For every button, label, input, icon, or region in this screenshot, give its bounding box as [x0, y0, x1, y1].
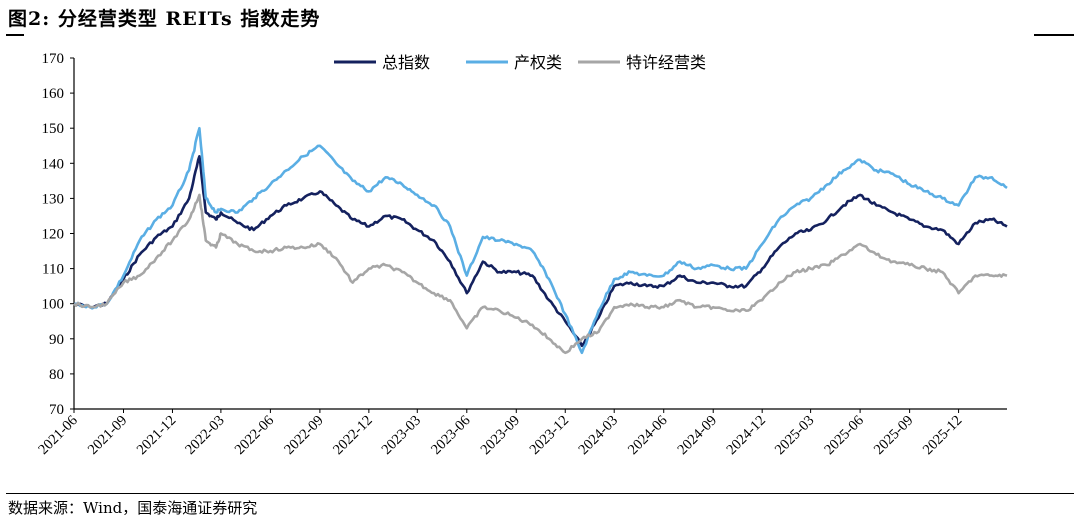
y-tick-label: 80	[49, 367, 64, 383]
legend-label: 特许经营类	[626, 54, 706, 72]
top-rule-right	[1034, 34, 1074, 36]
y-tick-label: 130	[42, 191, 65, 207]
x-tick-label: 2025-06	[821, 413, 866, 458]
x-tick-label: 2021-12	[134, 413, 179, 458]
x-tick-label: 2023-03	[379, 413, 424, 458]
x-tick-label: 2024-06	[625, 413, 670, 458]
figure-title: 图2: 分经营类型 REITs 指数走势	[8, 8, 321, 30]
x-tick-label: 2023-09	[478, 413, 523, 458]
y-tick-label: 140	[42, 156, 65, 172]
x-tick-label: 2022-06	[232, 413, 277, 458]
x-tick-label: 2024-09	[675, 413, 720, 458]
source-note: 数据来源：Wind，国泰海通证券研究	[8, 499, 258, 517]
series-franchise-line	[73, 193, 1008, 355]
y-tick-label: 150	[42, 121, 65, 137]
chart-legend: 总指数 产权类 特许经营类	[334, 54, 706, 72]
y-tick-label: 120	[42, 227, 65, 243]
y-tick-label: 100	[42, 297, 65, 313]
top-rule-left	[6, 34, 24, 36]
x-tick-label: 2024-12	[724, 413, 769, 458]
y-tick-label: 110	[42, 262, 64, 278]
legend-label: 产权类	[514, 54, 562, 72]
x-tick-label: 2024-03	[576, 413, 621, 458]
x-tick-label: 2021-09	[85, 413, 130, 458]
x-tick-label: 2025-09	[871, 413, 916, 458]
y-tick-label: 90	[49, 332, 64, 348]
x-tick-label: 2025-12	[920, 413, 965, 458]
legend-label: 总指数	[382, 54, 430, 72]
y-tick-label: 70	[49, 402, 64, 418]
bottom-rule	[6, 493, 1074, 494]
x-tick-label: 2025-03	[772, 413, 817, 458]
x-tick-label: 2022-12	[330, 413, 375, 458]
x-tick-label: 2022-09	[281, 413, 326, 458]
chart-series	[73, 126, 1008, 355]
series-property-line	[73, 126, 1008, 355]
x-tick-label: 2023-12	[527, 413, 572, 458]
x-tick-label: 2022-03	[182, 413, 227, 458]
series-total-index-line	[73, 155, 1008, 348]
x-tick-label: 2023-06	[428, 413, 473, 458]
y-tick-label: 160	[42, 86, 65, 102]
y-tick-label: 170	[42, 51, 65, 67]
x-tick-label: 2021-06	[35, 413, 80, 458]
